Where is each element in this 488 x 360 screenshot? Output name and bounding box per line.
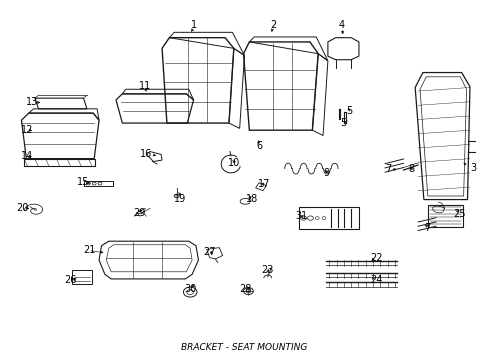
Text: 9: 9 (322, 168, 328, 178)
Text: 28: 28 (239, 284, 251, 293)
Text: 6: 6 (255, 141, 262, 151)
Text: 1: 1 (190, 20, 196, 30)
Text: 21: 21 (83, 246, 96, 256)
Text: 14: 14 (20, 151, 33, 161)
Text: 26: 26 (64, 275, 76, 285)
Text: 22: 22 (370, 253, 382, 262)
Text: 27: 27 (203, 247, 215, 257)
Text: 5: 5 (340, 118, 346, 128)
Text: 30: 30 (183, 284, 196, 293)
Text: 12: 12 (20, 125, 33, 135)
Text: 20: 20 (17, 203, 29, 213)
Text: 8: 8 (407, 164, 414, 174)
Text: 15: 15 (77, 177, 89, 188)
Bar (298, 207, 359, 229)
Text: 31: 31 (295, 211, 307, 221)
Text: 29: 29 (133, 208, 145, 218)
Text: 5: 5 (346, 105, 352, 116)
Text: 19: 19 (174, 194, 186, 203)
Text: 18: 18 (245, 194, 258, 203)
Text: 17: 17 (258, 179, 270, 189)
Text: 10: 10 (227, 158, 240, 168)
Text: 13: 13 (26, 98, 39, 107)
Text: 4: 4 (338, 20, 344, 30)
Text: 2: 2 (270, 20, 276, 30)
Text: BRACKET - SEAT MOUNTING: BRACKET - SEAT MOUNTING (181, 343, 307, 352)
Text: 11: 11 (139, 81, 151, 91)
Text: 3: 3 (469, 163, 475, 172)
Text: 25: 25 (452, 209, 465, 219)
Text: 7: 7 (385, 164, 390, 174)
Text: 24: 24 (370, 275, 382, 285)
Text: 16: 16 (140, 149, 152, 159)
Text: 7: 7 (423, 223, 429, 233)
Text: 23: 23 (261, 265, 273, 275)
